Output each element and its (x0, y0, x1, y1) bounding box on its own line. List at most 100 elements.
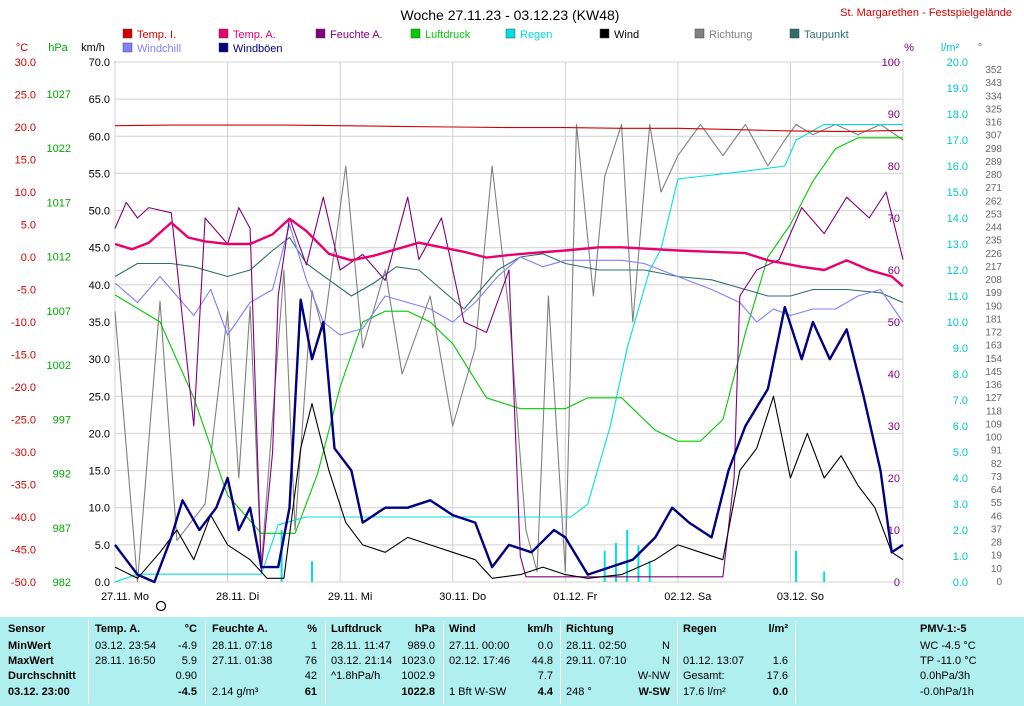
humidity-tick-label: 30 (888, 421, 900, 433)
wind-tick-label: 30.0 (89, 354, 110, 366)
pressure-tick-label: 1027 (47, 89, 71, 101)
legend-label: Richtung (709, 29, 752, 41)
legend-label: Temp. A. (233, 29, 276, 41)
humidity-value: 76 (304, 655, 317, 667)
direction-tick-label: 289 (985, 157, 1002, 168)
legend-swatch (122, 28, 133, 39)
direction-tick-label: 235 (985, 236, 1002, 247)
humidity-value: 42 (304, 670, 317, 682)
legend-label: Wind (614, 29, 639, 41)
humidity-tick-label: 0 (894, 577, 900, 589)
pressure-tick-label: 997 (53, 414, 71, 426)
temp-tick-label: -45.0 (11, 545, 36, 557)
temp-value: -4.5 (178, 686, 197, 698)
series-temp-i (114, 124, 904, 133)
direction-tick-label: 199 (985, 288, 1002, 299)
legend-swatch (218, 42, 229, 53)
temp-tick-label: 30.0 (15, 57, 36, 69)
direction-tick-label: 37 (991, 524, 1003, 535)
series-regen (114, 123, 903, 583)
pmv-value: -0.0hPa/1h (920, 686, 974, 698)
humidity-tick-label: 100 (882, 57, 900, 69)
rain-time: 17.6 l/m² (683, 686, 726, 698)
direction-tick-label: 109 (985, 419, 1002, 430)
temp-tick-label: 10.0 (15, 187, 36, 199)
wind-unit-label: km/h (81, 42, 105, 54)
x-tick-label: 03.12. So (777, 591, 824, 603)
legend-swatch (315, 28, 326, 39)
wind-tick-label: 45.0 (89, 243, 110, 255)
header-sensor: Sensor (8, 623, 46, 635)
direction-tick-label: 208 (985, 275, 1002, 286)
rain-tick-label: 20.0 (947, 57, 968, 69)
temp-tick-label: -20.0 (11, 382, 36, 394)
direction-tick-label: 190 (985, 301, 1002, 312)
humidity-tick-label: 70 (888, 213, 900, 225)
humidity-time: 27.11. 01:38 (212, 655, 273, 667)
direction-time: 28.11. 02:50 (566, 640, 627, 652)
rain-tick-label: 15.0 (947, 187, 968, 199)
rain-tick-label: 8.0 (953, 369, 968, 381)
x-tick-label: 27.11. Mo (101, 591, 149, 603)
rain-tick-label: 17.0 (947, 135, 968, 147)
direction-tick-label: 28 (991, 538, 1003, 549)
temp-tick-label: 15.0 (15, 155, 36, 167)
direction-tick-label: 343 (985, 78, 1002, 89)
wind-value: 4.4 (537, 686, 553, 698)
wind-tick-label: 60.0 (89, 131, 110, 143)
axes: 30.0 25.0 20.0 15.0 10.0 5.0 0.0 -5.0 -10.0 -15.0… (11, 57, 1003, 603)
direction-tick-label: 154 (985, 354, 1002, 365)
rain-tick-label: 7.0 (953, 395, 968, 407)
direction-tick-label: 46 (991, 511, 1003, 522)
humidity-unit-label: % (904, 42, 914, 54)
rain-tick-label: 10.0 (947, 317, 968, 329)
rain-tick-label: 12.0 (947, 265, 968, 277)
wind-tick-label: 65.0 (89, 94, 110, 106)
direction-tick-label: 163 (985, 341, 1002, 352)
legend: Temp. I. Temp. A. Feuchte A. Luftdruck Regen… (122, 28, 849, 55)
series-feuchte-a (114, 191, 904, 578)
row-label: MinWert (8, 640, 52, 652)
direction-tick-label: 73 (991, 472, 1003, 483)
series-windchill (114, 223, 904, 336)
direction-tick-label: 316 (985, 118, 1002, 129)
rain-tick-label: 2.0 (953, 525, 968, 537)
pressure-value: 1022.8 (401, 686, 435, 698)
direction-tick-label: 244 (985, 223, 1002, 234)
wind-value: 0.0 (537, 640, 553, 652)
wind-tick-label: 20.0 (89, 428, 110, 440)
direction-tick-label: 271 (985, 183, 1002, 194)
row-label: MaxWert (8, 655, 54, 667)
wind-tick-label: 25.0 (89, 391, 110, 403)
pressure-tick-label: 987 (53, 523, 71, 535)
direction-tick-label: 307 (985, 131, 1002, 142)
temp-tick-label: 0.0 (21, 252, 36, 264)
direction-unit-label: ° (978, 42, 982, 54)
direction-tick-label: 253 (985, 209, 1002, 220)
temp-unit-label: °C (16, 42, 28, 54)
humidity-value: 1 (310, 640, 317, 652)
temp-tick-label: -15.0 (11, 350, 36, 362)
header-temp-unit: °C (184, 623, 197, 635)
direction-tick-label: 19 (991, 551, 1003, 562)
rain-tick-label: 3.0 (953, 499, 968, 511)
pressure-tick-label: 1017 (47, 197, 71, 209)
direction-value: N (662, 655, 670, 667)
divider (205, 620, 206, 704)
temp-tick-label: -50.0 (11, 577, 36, 589)
pressure-value: 989.0 (407, 640, 435, 652)
direction-value: N (662, 640, 670, 652)
wind-tick-label: 70.0 (89, 57, 110, 69)
humidity-tick-label: 80 (888, 161, 900, 173)
direction-tick-label: 181 (985, 314, 1002, 325)
pressure-time: ^1.8hPa/h (331, 670, 381, 682)
humidity-tick-label: 10 (888, 525, 900, 537)
direction-tick-label: 55 (991, 498, 1003, 509)
pressure-tick-label: 1002 (47, 360, 71, 372)
pressure-unit-label: hPa (48, 42, 68, 54)
pressure-tick-label: 982 (53, 577, 71, 589)
statistics-panel: Sensor Temp. A. °C Feuchte A.% Luftdruck hPa W… (0, 617, 1024, 706)
temp-tick-label: -35.0 (11, 480, 36, 492)
header-pressure: Luftdruck (331, 623, 382, 635)
